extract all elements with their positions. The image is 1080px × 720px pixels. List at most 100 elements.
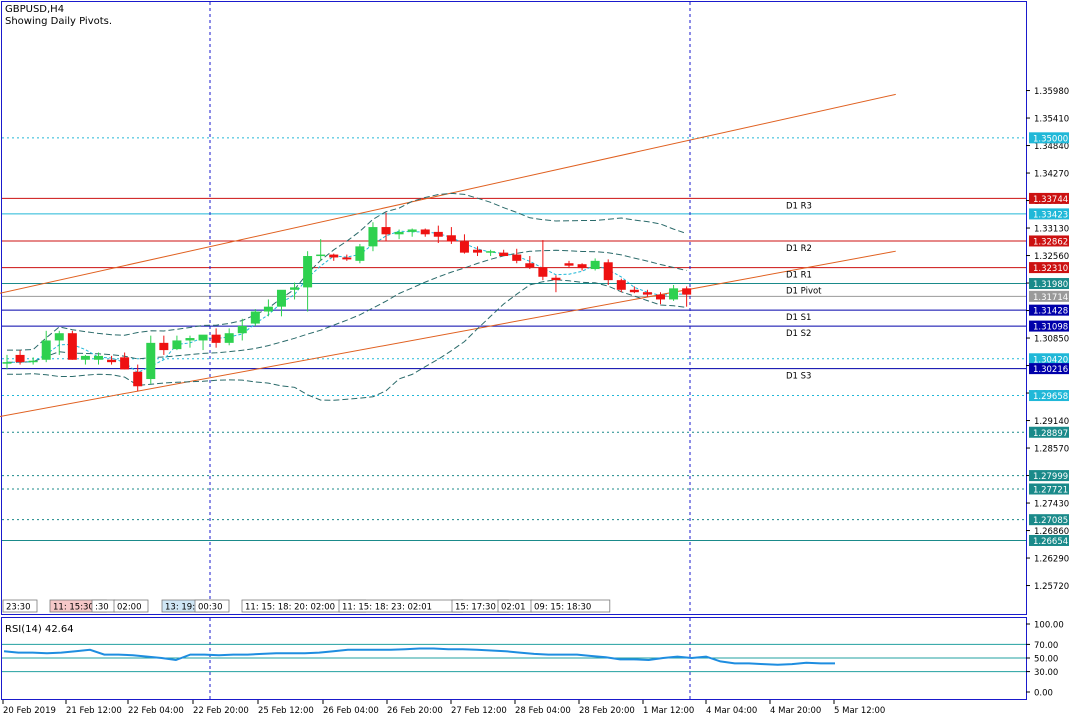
y-tick-label: 1.34840: [1034, 142, 1069, 152]
candle-body: [133, 371, 143, 387]
session-marker-label: 11: 15: 18: 20: 02:00: [245, 603, 335, 613]
price-tag: 1.28897: [1029, 426, 1069, 439]
candle-body: [420, 229, 430, 235]
x-tick-label: 28 Feb 04:00: [515, 706, 571, 716]
candle: [473, 246, 483, 257]
price-tag-bg: [1029, 132, 1069, 144]
pivot-level-label: D1 S3: [786, 372, 811, 382]
candle: [486, 249, 496, 257]
price-tag: 1.31714: [1029, 290, 1069, 303]
x-tick-label: 5 Mar 12:00: [834, 706, 885, 716]
pivot-note-label: Showing Daily Pivots.: [5, 16, 112, 27]
session-marker-label: 02:01: [501, 603, 526, 613]
rsi-series-line: [3, 647, 835, 666]
y-tick-label: 1.26290: [1034, 555, 1069, 565]
price-tag-bg: [1029, 304, 1069, 316]
y-tick-label: 1.26860: [1034, 527, 1069, 537]
candle: [433, 225, 443, 243]
candle: [407, 228, 417, 237]
candle-body: [538, 267, 548, 277]
candle: [211, 328, 221, 348]
price-tag-bg: [1029, 353, 1069, 365]
session-marker: 02:00: [113, 599, 149, 613]
candle-body: [616, 280, 626, 290]
price-tag-bg: [1029, 390, 1069, 402]
session-marker-box: [194, 599, 230, 613]
candle-body: [224, 333, 234, 343]
x-tick-label: 1 Mar 12:00: [643, 706, 694, 716]
candle: [355, 243, 365, 264]
candle-body: [54, 333, 64, 341]
price-tag: 1.27999: [1029, 470, 1069, 482]
candle-body: [276, 289, 286, 307]
y-tick-label: 1.34270: [1034, 170, 1069, 180]
price-tag-label: 1.33423: [1033, 210, 1068, 220]
price-tag-bg: [1029, 235, 1069, 247]
candle: [499, 249, 509, 257]
session-marker-label: 13: 19:: [165, 603, 195, 613]
candle: [577, 263, 587, 271]
vertical-grid-layer: [209, 2, 691, 699]
candle-body: [329, 254, 339, 258]
candle-body: [146, 342, 156, 380]
candle: [159, 335, 169, 355]
price-tag: 1.31428: [1029, 304, 1069, 317]
price-tag: 1.33744: [1029, 192, 1069, 205]
price-tag-bg: [1029, 208, 1069, 220]
candle-body: [590, 260, 600, 270]
price-tag-label: 1.32862: [1033, 237, 1068, 247]
candle-body: [263, 306, 273, 312]
y-tick-label: 1.30850: [1034, 335, 1069, 345]
session-marker: 00:30: [194, 599, 230, 613]
candle: [198, 334, 208, 351]
session-marker: 11: 15: 18: 23: 02:01: [338, 599, 463, 613]
candle-body: [407, 229, 417, 232]
session-marker-label: 11: 15:30: [53, 603, 94, 613]
rsi-tick-label: 0.00: [1034, 689, 1053, 699]
price-tag-label: 1.31428: [1033, 307, 1068, 317]
price-tag-bg: [1029, 278, 1069, 290]
candle-body: [93, 355, 103, 360]
price-tag-bg: [1029, 534, 1069, 546]
session-marker-box: [113, 599, 149, 613]
session-marker-label: 15: 17:30: [455, 603, 496, 613]
candle-body: [2, 362, 12, 364]
price-tag-label: 1.33744: [1033, 195, 1068, 205]
candle: [80, 354, 90, 365]
candle-body: [642, 292, 652, 295]
x-tick-label: 21 Feb 12:00: [66, 706, 122, 716]
band-lower-line: [7, 279, 687, 401]
session-marker-label: 00:30: [198, 603, 223, 613]
candle-body: [15, 354, 25, 363]
session-marker: 02:01: [497, 599, 533, 613]
candle: [15, 350, 25, 365]
price-tag-label: 1.29658: [1033, 392, 1068, 402]
candle: [590, 258, 600, 271]
candle-body: [316, 254, 326, 257]
candle: [185, 335, 195, 348]
candle-body: [564, 263, 574, 266]
x-tick-label: 4 Mar 20:00: [770, 706, 821, 716]
candle: [2, 354, 12, 370]
pivot-level-label: D1 S2: [786, 329, 811, 339]
x-tick-label: 25 Feb 12:00: [258, 706, 314, 716]
candle: [120, 352, 130, 370]
candle-body: [499, 252, 509, 257]
rsi-tick-label: 30.00: [1034, 668, 1058, 678]
price-tag-bg: [1029, 290, 1069, 302]
candle-body: [381, 227, 391, 235]
candle: [224, 328, 234, 346]
x-tick-label: 27 Feb 12:00: [451, 706, 507, 716]
candle-body: [433, 231, 443, 237]
candle-body: [28, 360, 38, 363]
candle-body: [682, 288, 692, 295]
candle: [642, 289, 652, 298]
price-tag: 1.35000: [1029, 132, 1069, 144]
pivot-level-label: D1 Pivot: [786, 287, 822, 297]
session-marker-label: :30: [95, 603, 109, 613]
price-tag-label: 1.27999: [1033, 472, 1068, 482]
candle: [446, 227, 456, 244]
candle: [172, 335, 182, 351]
candle: [368, 222, 378, 252]
